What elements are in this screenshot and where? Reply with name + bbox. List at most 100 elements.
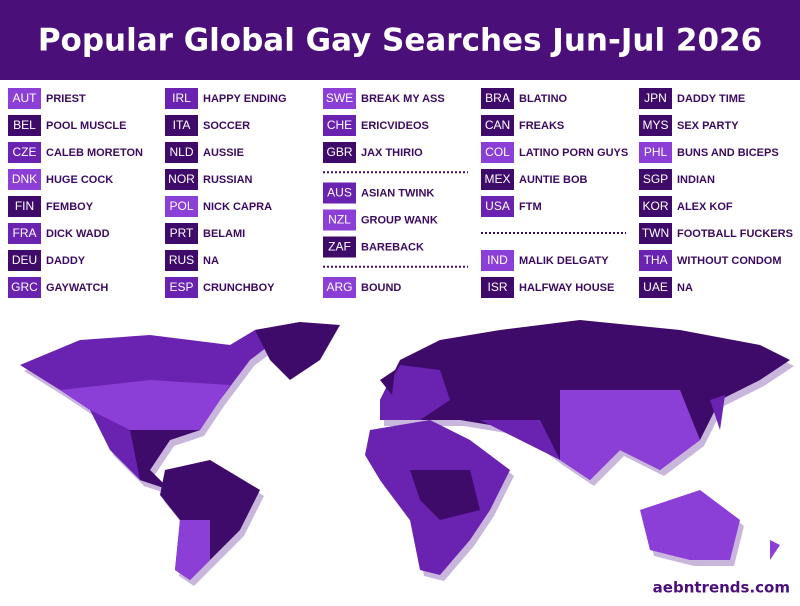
code-box xyxy=(165,169,198,190)
search-term: WITHOUT CONDOM xyxy=(677,255,781,267)
search-term: POOL MUSCLE xyxy=(46,120,126,132)
code-box xyxy=(8,223,41,244)
code-box xyxy=(323,277,356,298)
country-code: SWE xyxy=(326,91,353,105)
search-term: DADDY TIME xyxy=(677,93,745,105)
search-term: GROUP WANK xyxy=(361,214,438,226)
search-term: BUNS AND BICEPS xyxy=(677,147,779,159)
search-term: SOCCER xyxy=(203,120,250,132)
code-box xyxy=(639,277,672,298)
country-code: TWN xyxy=(642,226,669,240)
code-box xyxy=(481,196,514,217)
search-term: FOOTBALL FUCKERS xyxy=(677,228,793,240)
search-term: HUGE COCK xyxy=(46,174,113,186)
country-code: IRL xyxy=(172,91,191,105)
search-term: SEX PARTY xyxy=(677,120,739,132)
code-box xyxy=(481,142,514,163)
code-box xyxy=(165,223,198,244)
country-code: CHE xyxy=(327,118,352,132)
country-code: ISR xyxy=(487,280,507,294)
country-code: ITA xyxy=(173,118,191,132)
code-box xyxy=(165,277,198,298)
search-term: RUSSIAN xyxy=(203,174,253,186)
code-box xyxy=(8,142,41,163)
search-term: PRIEST xyxy=(46,93,86,105)
search-term: BAREBACK xyxy=(361,241,424,253)
code-box xyxy=(323,182,356,204)
country-code: FIN xyxy=(15,199,34,213)
search-term: ASIAN TWINK xyxy=(361,187,434,199)
code-box xyxy=(639,115,672,136)
code-box xyxy=(323,236,356,258)
country-code: USA xyxy=(485,199,510,213)
code-box xyxy=(481,115,514,136)
search-term: HAPPY ENDING xyxy=(203,93,287,105)
code-box xyxy=(8,88,41,109)
country-code: JPN xyxy=(644,91,667,105)
country-code: KOR xyxy=(642,199,668,213)
search-term: BOUND xyxy=(361,282,401,294)
code-box xyxy=(8,169,41,190)
country-code: DEU xyxy=(12,253,37,267)
country-code: FRA xyxy=(13,226,37,240)
search-term: FTM xyxy=(519,201,542,213)
world-map xyxy=(20,320,794,586)
header-bar xyxy=(0,0,800,80)
country-code: UAE xyxy=(643,280,668,294)
code-box xyxy=(165,196,198,217)
country-code: PRT xyxy=(170,226,194,240)
country-code: COL xyxy=(485,145,510,159)
country-code: CAN xyxy=(485,118,510,132)
search-term: FREAKS xyxy=(519,120,564,132)
country-code: PHL xyxy=(644,145,668,159)
code-box xyxy=(639,196,672,217)
country-code: RUS xyxy=(169,253,194,267)
code-box xyxy=(639,142,672,163)
search-term: CALEB MORETON xyxy=(46,147,143,159)
country-code: NZL xyxy=(328,213,351,227)
code-box xyxy=(481,88,514,109)
country-code: ZAF xyxy=(328,240,351,254)
search-term: LATINO PORN GUYS xyxy=(519,147,628,159)
code-box xyxy=(165,88,198,109)
search-term: DICK WADD xyxy=(46,228,110,240)
code-box xyxy=(8,196,41,217)
code-box xyxy=(323,88,356,109)
code-box xyxy=(8,277,41,298)
code-box xyxy=(165,142,198,163)
country-code: BRA xyxy=(485,91,510,105)
code-box xyxy=(323,142,356,163)
country-code: THA xyxy=(644,253,668,267)
country-code: NOR xyxy=(168,172,195,186)
code-box xyxy=(8,250,41,271)
search-term: AUSSIE xyxy=(203,147,244,159)
country-code: DNK xyxy=(12,172,37,186)
code-box xyxy=(323,209,356,231)
code-box xyxy=(639,250,672,271)
country-code: MYS xyxy=(642,118,668,132)
country-code: BEL xyxy=(13,118,36,132)
search-term: AUNTIE BOB xyxy=(519,174,588,186)
country-code: NLD xyxy=(169,145,193,159)
country-code: MEX xyxy=(484,172,510,186)
code-box xyxy=(165,115,198,136)
code-box xyxy=(323,115,356,136)
search-term: DADDY xyxy=(46,255,86,267)
search-term: BREAK MY ASS xyxy=(361,93,445,105)
country-code: IND xyxy=(487,253,508,267)
title: Popular Global Gay Searches Jun-Jul 2026 xyxy=(38,23,762,59)
country-code: GBR xyxy=(326,145,352,159)
country-code: CZE xyxy=(13,145,37,159)
search-term: HALFWAY HOUSE xyxy=(519,282,614,294)
search-term: ERICVIDEOS xyxy=(361,120,429,132)
code-box xyxy=(639,88,672,109)
search-term: MALIK DELGATY xyxy=(519,255,609,267)
search-term: NICK CAPRA xyxy=(203,201,272,213)
code-box xyxy=(8,115,41,136)
search-term: CRUNCHBOY xyxy=(203,282,275,294)
footer-url: aebntrends.com xyxy=(653,579,790,597)
search-term: NA xyxy=(203,255,219,267)
search-term: JAX THIRIO xyxy=(361,147,423,159)
search-term: INDIAN xyxy=(677,174,715,186)
